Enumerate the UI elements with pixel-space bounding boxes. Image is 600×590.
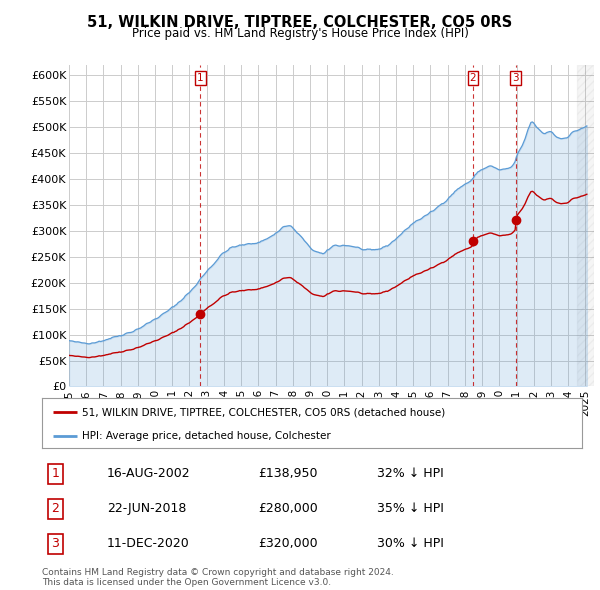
Text: 35% ↓ HPI: 35% ↓ HPI — [377, 502, 443, 516]
Text: 1: 1 — [52, 467, 59, 480]
Text: £320,000: £320,000 — [258, 537, 317, 550]
Text: 32% ↓ HPI: 32% ↓ HPI — [377, 467, 443, 480]
Text: £280,000: £280,000 — [258, 502, 318, 516]
Text: 3: 3 — [512, 73, 519, 83]
Text: 22-JUN-2018: 22-JUN-2018 — [107, 502, 186, 516]
Text: 2: 2 — [52, 502, 59, 516]
Text: 51, WILKIN DRIVE, TIPTREE, COLCHESTER, CO5 0RS (detached house): 51, WILKIN DRIVE, TIPTREE, COLCHESTER, C… — [83, 407, 446, 417]
Text: 1: 1 — [197, 73, 203, 83]
Text: 51, WILKIN DRIVE, TIPTREE, COLCHESTER, CO5 0RS: 51, WILKIN DRIVE, TIPTREE, COLCHESTER, C… — [88, 15, 512, 30]
Text: Price paid vs. HM Land Registry's House Price Index (HPI): Price paid vs. HM Land Registry's House … — [131, 27, 469, 40]
Text: 2: 2 — [470, 73, 476, 83]
Text: Contains HM Land Registry data © Crown copyright and database right 2024.
This d: Contains HM Land Registry data © Crown c… — [42, 568, 394, 587]
Text: 16-AUG-2002: 16-AUG-2002 — [107, 467, 190, 480]
Text: £138,950: £138,950 — [258, 467, 317, 480]
Text: 11-DEC-2020: 11-DEC-2020 — [107, 537, 190, 550]
Text: HPI: Average price, detached house, Colchester: HPI: Average price, detached house, Colc… — [83, 431, 331, 441]
Text: 30% ↓ HPI: 30% ↓ HPI — [377, 537, 443, 550]
Text: 3: 3 — [52, 537, 59, 550]
